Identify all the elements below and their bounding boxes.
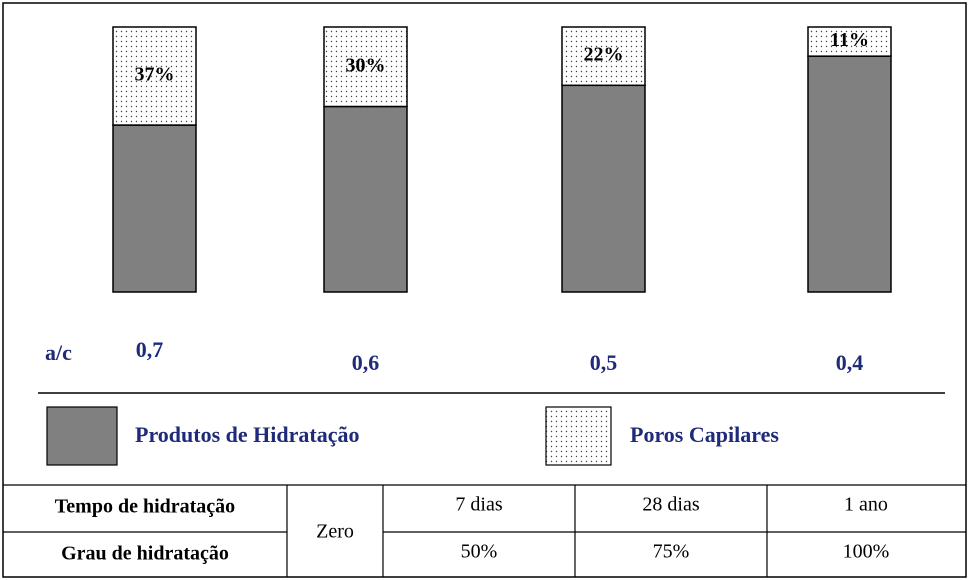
bar-segment [323, 26, 408, 108]
value-label: 22% [584, 44, 624, 66]
x-tick-label: 0,4 [836, 350, 864, 375]
legend: Produtos de Hidratação Poros Capilares [46, 406, 779, 466]
legend-label: Poros Capilares [630, 422, 779, 447]
table-cell: 100% [843, 541, 890, 563]
table-cell: 75% [653, 541, 690, 563]
value-label: 11% [830, 29, 869, 51]
bar-segment [323, 105, 408, 293]
legend-swatch [46, 406, 118, 466]
bar-segment [112, 26, 197, 126]
table [3, 484, 966, 577]
table-cell: Grau de hidratação [61, 543, 229, 565]
bar-segment [807, 26, 892, 57]
table-cell: 1 ano [844, 494, 888, 516]
x-tick-label: 0,5 [590, 350, 618, 375]
legend-swatch [545, 406, 612, 466]
x-axis-label: a/c [45, 340, 72, 365]
table-cell: Tempo de hidratação [55, 496, 235, 518]
x-tick-label: 0,6 [352, 350, 380, 375]
table-cell: Zero [316, 521, 354, 543]
value-label: 30% [346, 54, 386, 76]
table-cell: 7 dias [455, 494, 502, 516]
table-cell: 50% [461, 541, 498, 563]
bar-segment [561, 84, 646, 293]
x-tick-label: 0,7 [136, 337, 164, 362]
legend-label: Produtos de Hidratação [135, 422, 359, 447]
bar-segment [112, 124, 197, 293]
bar-segment [561, 26, 646, 87]
value-label: 37% [135, 64, 175, 86]
bar-segment [807, 55, 892, 293]
table-cell: 28 dias [642, 494, 699, 516]
